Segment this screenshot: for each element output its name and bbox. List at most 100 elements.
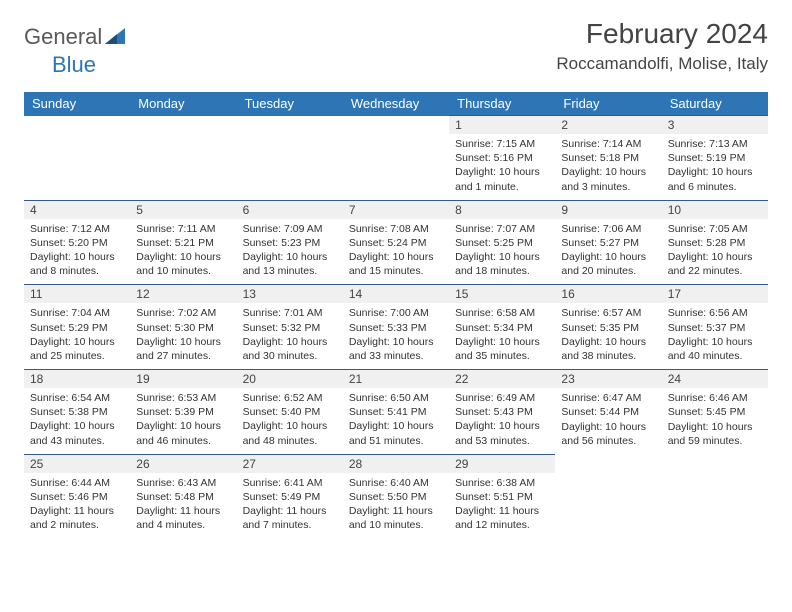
day-number-cell: 16: [555, 285, 661, 304]
sunset-line: Sunset: 5:39 PM: [136, 405, 230, 419]
sunset-line: Sunset: 5:35 PM: [561, 321, 655, 335]
sunrise-line: Sunrise: 7:02 AM: [136, 306, 230, 320]
day-content-cell: Sunrise: 6:56 AMSunset: 5:37 PMDaylight:…: [662, 303, 768, 369]
daylight-line: Daylight: 10 hours and 59 minutes.: [668, 420, 762, 448]
logo-word1: General: [24, 24, 102, 50]
day-number-cell: 20: [237, 370, 343, 389]
sunrise-line: Sunrise: 6:47 AM: [561, 391, 655, 405]
day-number-cell: [24, 116, 130, 135]
sunset-line: Sunset: 5:19 PM: [668, 151, 762, 165]
daylight-line: Daylight: 10 hours and 1 minute.: [455, 165, 549, 193]
week-content-row: Sunrise: 7:04 AMSunset: 5:29 PMDaylight:…: [24, 303, 768, 369]
sunrise-line: Sunrise: 6:43 AM: [136, 476, 230, 490]
daylight-line: Daylight: 10 hours and 25 minutes.: [30, 335, 124, 363]
sunset-line: Sunset: 5:33 PM: [349, 321, 443, 335]
logo-triangle-icon: [105, 28, 125, 49]
day-content-cell: Sunrise: 7:08 AMSunset: 5:24 PMDaylight:…: [343, 219, 449, 285]
sunrise-line: Sunrise: 6:52 AM: [243, 391, 337, 405]
sunset-line: Sunset: 5:25 PM: [455, 236, 549, 250]
day-number-cell: 6: [237, 200, 343, 219]
daylight-line: Daylight: 10 hours and 20 minutes.: [561, 250, 655, 278]
sunset-line: Sunset: 5:51 PM: [455, 490, 549, 504]
daylight-line: Daylight: 10 hours and 27 minutes.: [136, 335, 230, 363]
daylight-line: Daylight: 10 hours and 51 minutes.: [349, 419, 443, 447]
week-daynum-row: 2526272829: [24, 454, 768, 473]
day-number-cell: [130, 116, 236, 135]
daylight-line: Daylight: 10 hours and 8 minutes.: [30, 250, 124, 278]
dayhead-sat: Saturday: [662, 92, 768, 116]
sunrise-line: Sunrise: 6:57 AM: [561, 306, 655, 320]
day-content-cell: Sunrise: 6:44 AMSunset: 5:46 PMDaylight:…: [24, 473, 130, 539]
sunset-line: Sunset: 5:48 PM: [136, 490, 230, 504]
day-number-cell: 4: [24, 200, 130, 219]
dayhead-sun: Sunday: [24, 92, 130, 116]
day-content-cell: Sunrise: 7:12 AMSunset: 5:20 PMDaylight:…: [24, 219, 130, 285]
day-content-cell: Sunrise: 7:05 AMSunset: 5:28 PMDaylight:…: [662, 219, 768, 285]
sunrise-line: Sunrise: 7:00 AM: [349, 306, 443, 320]
daylight-line: Daylight: 10 hours and 13 minutes.: [243, 250, 337, 278]
sunset-line: Sunset: 5:28 PM: [668, 236, 762, 250]
day-content-cell: Sunrise: 7:07 AMSunset: 5:25 PMDaylight:…: [449, 219, 555, 285]
sunrise-line: Sunrise: 7:06 AM: [561, 222, 655, 236]
daylight-line: Daylight: 11 hours and 7 minutes.: [243, 504, 337, 532]
day-content-cell: [237, 134, 343, 200]
day-content-cell: Sunrise: 7:14 AMSunset: 5:18 PMDaylight:…: [555, 134, 661, 200]
sunrise-line: Sunrise: 7:05 AM: [668, 222, 762, 236]
day-number-cell: 18: [24, 370, 130, 389]
dayhead-wed: Wednesday: [343, 92, 449, 116]
sunset-line: Sunset: 5:38 PM: [30, 405, 124, 419]
day-number-cell: 24: [662, 370, 768, 389]
day-number-cell: 9: [555, 200, 661, 219]
day-number-cell: [555, 454, 661, 473]
sunrise-line: Sunrise: 7:12 AM: [30, 222, 124, 236]
day-content-cell: Sunrise: 7:09 AMSunset: 5:23 PMDaylight:…: [237, 219, 343, 285]
calendar-body: 123Sunrise: 7:15 AMSunset: 5:16 PMDaylig…: [24, 116, 768, 539]
logo-word2: Blue: [52, 52, 96, 78]
title-block: February 2024 Roccamandolfi, Molise, Ita…: [556, 18, 768, 74]
sunrise-line: Sunrise: 6:58 AM: [455, 306, 549, 320]
day-number-cell: 26: [130, 454, 236, 473]
sunset-line: Sunset: 5:50 PM: [349, 490, 443, 504]
day-header-row: Sunday Monday Tuesday Wednesday Thursday…: [24, 92, 768, 116]
dayhead-fri: Friday: [555, 92, 661, 116]
sunset-line: Sunset: 5:49 PM: [243, 490, 337, 504]
daylight-line: Daylight: 10 hours and 48 minutes.: [243, 419, 337, 447]
sunset-line: Sunset: 5:34 PM: [455, 321, 549, 335]
sunrise-line: Sunrise: 7:04 AM: [30, 306, 124, 320]
sunrise-line: Sunrise: 7:09 AM: [243, 222, 337, 236]
day-content-cell: Sunrise: 7:06 AMSunset: 5:27 PMDaylight:…: [555, 219, 661, 285]
day-number-cell: 8: [449, 200, 555, 219]
day-content-cell: Sunrise: 6:46 AMSunset: 5:45 PMDaylight:…: [662, 388, 768, 454]
location: Roccamandolfi, Molise, Italy: [556, 54, 768, 74]
daylight-line: Daylight: 11 hours and 10 minutes.: [349, 504, 443, 532]
sunset-line: Sunset: 5:23 PM: [243, 236, 337, 250]
sunset-line: Sunset: 5:46 PM: [30, 490, 124, 504]
day-number-cell: [343, 116, 449, 135]
daylight-line: Daylight: 10 hours and 43 minutes.: [30, 419, 124, 447]
sunset-line: Sunset: 5:21 PM: [136, 236, 230, 250]
sunset-line: Sunset: 5:40 PM: [243, 405, 337, 419]
sunrise-line: Sunrise: 6:38 AM: [455, 476, 549, 490]
day-number-cell: 13: [237, 285, 343, 304]
week-content-row: Sunrise: 6:44 AMSunset: 5:46 PMDaylight:…: [24, 473, 768, 539]
daylight-line: Daylight: 10 hours and 18 minutes.: [455, 250, 549, 278]
day-number-cell: 19: [130, 370, 236, 389]
daylight-line: Daylight: 11 hours and 12 minutes.: [455, 504, 549, 532]
day-content-cell: Sunrise: 6:38 AMSunset: 5:51 PMDaylight:…: [449, 473, 555, 539]
day-number-cell: 25: [24, 454, 130, 473]
day-content-cell: Sunrise: 6:40 AMSunset: 5:50 PMDaylight:…: [343, 473, 449, 539]
sunrise-line: Sunrise: 6:46 AM: [668, 391, 762, 405]
day-number-cell: 17: [662, 285, 768, 304]
day-number-cell: 23: [555, 370, 661, 389]
day-content-cell: Sunrise: 6:49 AMSunset: 5:43 PMDaylight:…: [449, 388, 555, 454]
week-daynum-row: 123: [24, 116, 768, 135]
day-content-cell: Sunrise: 6:47 AMSunset: 5:44 PMDaylight:…: [555, 388, 661, 454]
daylight-line: Daylight: 10 hours and 56 minutes.: [561, 420, 655, 448]
day-number-cell: [662, 454, 768, 473]
logo: General: [24, 18, 129, 50]
sunrise-line: Sunrise: 6:50 AM: [349, 391, 443, 405]
day-number-cell: 14: [343, 285, 449, 304]
day-content-cell: Sunrise: 6:41 AMSunset: 5:49 PMDaylight:…: [237, 473, 343, 539]
daylight-line: Daylight: 10 hours and 6 minutes.: [668, 165, 762, 193]
day-number-cell: 10: [662, 200, 768, 219]
